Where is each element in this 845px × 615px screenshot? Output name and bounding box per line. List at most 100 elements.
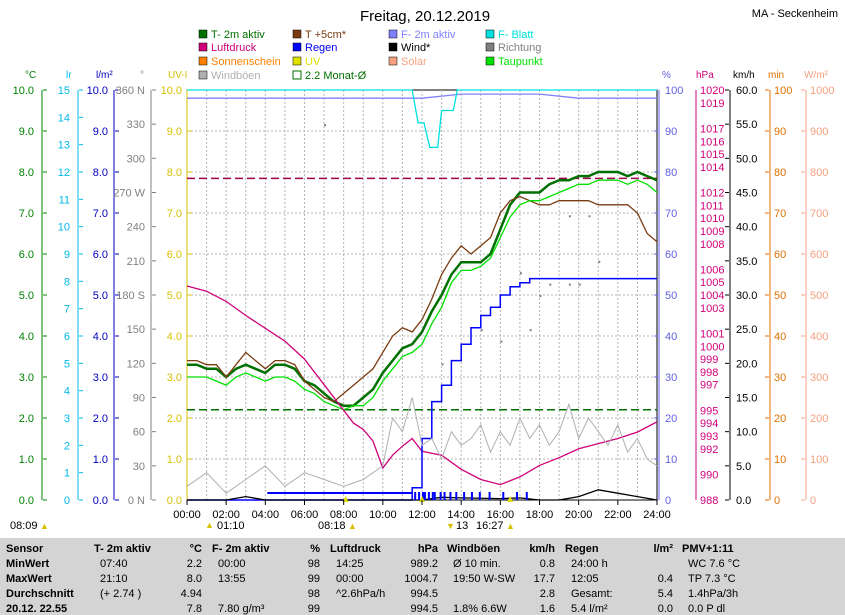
y-axis-tick-label: 0 bbox=[665, 495, 671, 507]
stats-row-value: 0.0 bbox=[657, 603, 673, 615]
stats-row-label: 19:50 W-SW bbox=[453, 573, 516, 585]
stats-row: 24:00 h bbox=[565, 557, 677, 572]
stats-column: PMV+1:11 WC 7.6 °C TP 7.3 °C 1.4hPa/3h 0.0 P… bbox=[682, 538, 792, 615]
y-axis-tick-label: 9 bbox=[64, 249, 70, 261]
wind-direction-dot bbox=[588, 215, 591, 218]
wind-direction-dot bbox=[500, 340, 503, 343]
stats-row: TP 7.3 °C bbox=[682, 572, 792, 587]
stats-row-label: 1.4hPa/3h bbox=[688, 588, 739, 600]
y-axis-tick-label: 900 bbox=[810, 126, 828, 138]
stats-row-label: WC 7.6 °C bbox=[688, 558, 741, 570]
y-axis-tick-label: 20 bbox=[665, 413, 677, 425]
stats-column-header: Luftdruck hPa bbox=[330, 542, 442, 557]
y-axis-tick-label: 60 bbox=[774, 249, 786, 261]
station-name: MA - Seckenheim bbox=[752, 8, 838, 20]
rain-bar bbox=[478, 492, 481, 500]
sunrise-marker: ▲ bbox=[40, 521, 49, 531]
y-axis-tick-label: 100 bbox=[665, 85, 683, 97]
chart-axes: °C10.09.08.07.06.05.04.03.02.01.00.0lr15… bbox=[13, 70, 835, 507]
y-axis-tick-label: 6.0 bbox=[167, 249, 182, 261]
rain-bar bbox=[516, 492, 518, 500]
legend-label: Solar bbox=[401, 56, 427, 68]
y-axis-tick-label: 360 N bbox=[116, 85, 145, 97]
y-axis-tick-label: 992 bbox=[700, 444, 718, 456]
y-axis-tick-label: 10.0 bbox=[161, 85, 182, 97]
stats-row-label: 12:05 bbox=[571, 573, 599, 585]
y-axis-tick-label: 3.0 bbox=[167, 372, 182, 384]
legend-label: Sonnenschein bbox=[211, 56, 281, 68]
y-axis-tick-label: 600 bbox=[810, 249, 828, 261]
stats-row-label: 7.80 g/m³ bbox=[218, 603, 265, 615]
stats-row: MinWert bbox=[6, 557, 91, 572]
stats-header-unit: % bbox=[310, 543, 320, 555]
rain-bar bbox=[463, 492, 466, 500]
wind-direction-dot bbox=[441, 363, 444, 366]
y-axis-tick-label: 1019 bbox=[700, 98, 724, 110]
y-axis-tick-label: 240 bbox=[127, 222, 145, 234]
y-axis-tick-label: 210 bbox=[127, 256, 145, 268]
y-axis-tick-label: 1016 bbox=[700, 136, 724, 148]
rain-bar bbox=[427, 492, 430, 500]
stats-row: 00:00 98 bbox=[212, 557, 324, 572]
y-axis-tick-label: 30.0 bbox=[736, 290, 757, 302]
time-tick-label: 04:00 bbox=[252, 509, 280, 521]
sunset-marker: ▲ bbox=[506, 521, 515, 531]
y-axis-tick-label: 4.0 bbox=[93, 331, 108, 343]
legend-swatch bbox=[485, 29, 495, 39]
stats-row-value: 994.5 bbox=[410, 603, 438, 615]
y-axis-unit: °C bbox=[25, 70, 36, 81]
rain-bar bbox=[502, 492, 505, 500]
y-axis-tick-label: 0.0 bbox=[736, 495, 751, 507]
uv-marker bbox=[507, 496, 514, 502]
chart-legend: T- 2m aktiv T +5cm* F- 2m aktiv F- Blatt Luf… bbox=[198, 29, 543, 82]
y-axis-tick-label: 0 bbox=[774, 495, 780, 507]
y-axis-tick-label: 300 bbox=[127, 153, 145, 165]
y-axis-tick-label: 60 bbox=[133, 427, 145, 439]
wind-direction-dot bbox=[324, 124, 327, 127]
night2-marker: ▼ bbox=[446, 521, 455, 531]
y-axis-tick-label: 100 bbox=[810, 454, 828, 466]
y-axis-tick-label: 3.0 bbox=[93, 372, 108, 384]
y-axis-tick-label: 60.0 bbox=[736, 85, 757, 97]
stats-row-value: 8.0 bbox=[186, 573, 202, 585]
legend-swatch bbox=[485, 42, 495, 52]
wind-direction-dot bbox=[539, 295, 542, 297]
sun-noon-marker: ▲ bbox=[348, 521, 357, 531]
legend-label: F- 2m aktiv bbox=[401, 29, 456, 41]
y-axis-tick-label: 0.0 bbox=[167, 495, 182, 507]
legend-label: T +5cm* bbox=[305, 29, 347, 41]
sun-times-row: 08:09 ▲ ▲ 01:10 08:18 ▲ ▼ 13 16:27 ▲ bbox=[10, 520, 515, 532]
y-axis-tick-label: 30 bbox=[133, 461, 145, 473]
y-axis-tick-label: 7.0 bbox=[19, 208, 34, 220]
y-axis-tick-label: 60 bbox=[665, 249, 677, 261]
stats-column: Regen l/m² 24:00 h 12:05 0.4 Gesamt: 5.4 5.4 l/… bbox=[565, 538, 677, 615]
stats-header-title: PMV+1:11 bbox=[682, 543, 734, 555]
legend-swatch bbox=[198, 56, 208, 66]
y-axis-tick-label: 995 bbox=[700, 405, 718, 417]
stats-row: 19:50 W-SW 17.7 bbox=[447, 572, 559, 587]
stats-row-value: 5.4 bbox=[657, 588, 673, 600]
y-axis-tick-label: 1.0 bbox=[19, 454, 34, 466]
stats-row-label: 14:25 bbox=[336, 558, 364, 570]
wind-direction-dot bbox=[568, 215, 571, 218]
rain-bar bbox=[431, 492, 434, 500]
y-axis-tick-label: 994 bbox=[700, 418, 718, 430]
y-axis-tick-label: 1015 bbox=[700, 149, 724, 161]
y-axis-tick-label: 1000 bbox=[810, 85, 834, 97]
stats-header-unit: hPa bbox=[417, 543, 438, 555]
sunrise-time: 08:09 bbox=[10, 520, 38, 532]
stats-row: 20.12. 22.55 bbox=[6, 602, 91, 615]
stats-row-value: 994.5 bbox=[410, 588, 438, 600]
stats-row: Gesamt: 5.4 bbox=[565, 587, 677, 602]
time-tick-label: 16:00 bbox=[487, 509, 515, 521]
stats-header-unit: °C bbox=[189, 543, 202, 555]
y-axis-tick-label: 15.0 bbox=[736, 393, 757, 405]
stats-row: 0.0 P dl bbox=[682, 602, 792, 615]
stats-row: 13:55 99 bbox=[212, 572, 324, 587]
y-axis-tick-label: 8.0 bbox=[93, 167, 108, 179]
stats-header-title: F- 2m aktiv bbox=[212, 543, 270, 555]
time-tick-label: 12:00 bbox=[408, 509, 436, 521]
y-axis-tick-label: 4.0 bbox=[19, 331, 34, 343]
rain-bar bbox=[470, 492, 473, 500]
stats-row-value: 2.2 bbox=[186, 558, 202, 570]
